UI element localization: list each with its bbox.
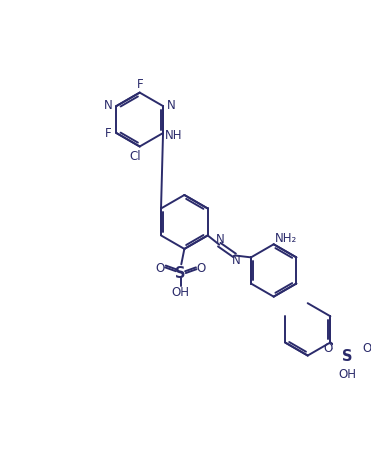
Text: OH: OH [338,368,356,381]
Text: F: F [137,78,143,91]
Text: N: N [167,99,176,112]
Text: O: O [155,262,164,274]
Text: OH: OH [171,285,190,298]
Text: NH₂: NH₂ [275,232,297,245]
Text: F: F [105,127,112,140]
Text: S: S [175,266,186,281]
Text: O: O [324,342,333,355]
Text: O: O [197,262,206,274]
Text: N: N [216,233,224,246]
Text: S: S [342,349,352,364]
Text: O: O [362,342,371,355]
Text: N: N [104,99,112,112]
Text: N: N [232,254,240,267]
Text: Cl: Cl [129,150,141,163]
Text: NH: NH [165,129,183,142]
